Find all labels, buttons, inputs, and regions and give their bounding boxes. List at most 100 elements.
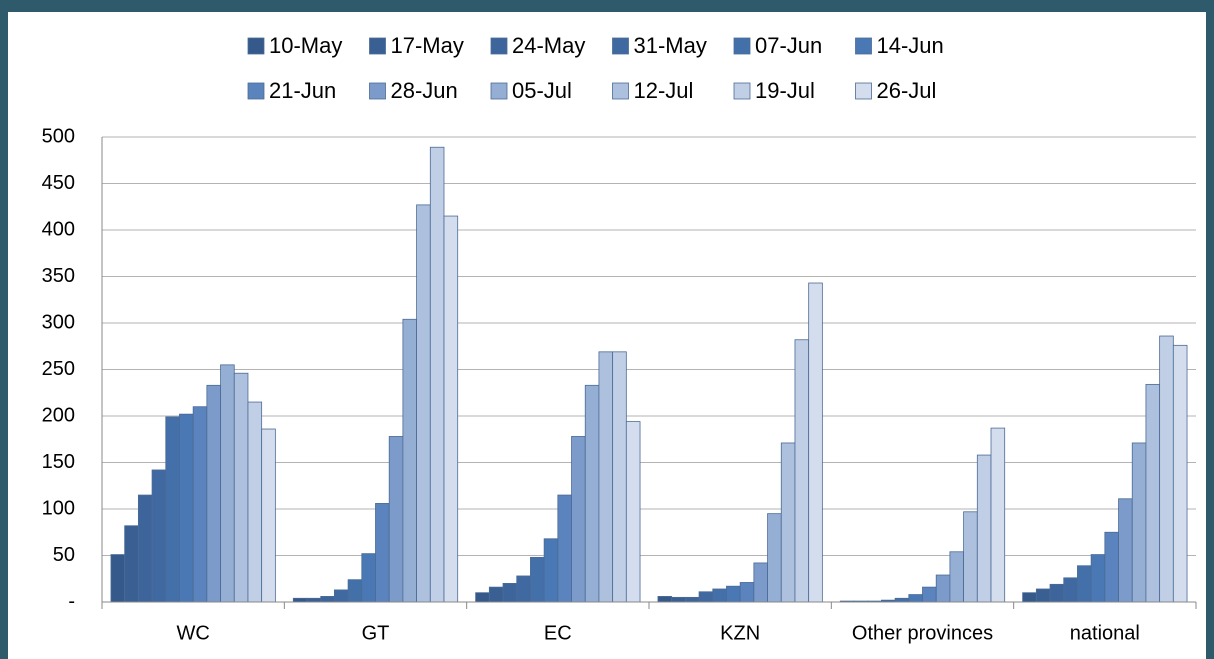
bar bbox=[976, 454, 992, 603]
legend-label: 19-Jul bbox=[755, 78, 815, 103]
bar bbox=[753, 562, 768, 603]
legend-label: 10-May bbox=[269, 33, 342, 58]
x-tick-label: Other provinces bbox=[852, 622, 993, 644]
bar bbox=[247, 401, 263, 603]
bar bbox=[949, 551, 965, 603]
legend-swatch bbox=[733, 37, 751, 55]
bar bbox=[416, 204, 431, 603]
bar bbox=[1104, 531, 1119, 603]
y-tick-label: 300 bbox=[42, 311, 75, 333]
bar bbox=[794, 339, 810, 603]
bar bbox=[684, 596, 700, 603]
legend-swatch bbox=[369, 37, 386, 55]
x-tick-label: EC bbox=[544, 622, 572, 644]
bar bbox=[192, 406, 208, 603]
bar bbox=[124, 525, 139, 603]
bar bbox=[220, 364, 235, 603]
bar bbox=[557, 494, 572, 603]
x-tick-label: KZN bbox=[720, 622, 760, 644]
bar bbox=[488, 586, 504, 603]
legend-label: 12-Jul bbox=[634, 78, 694, 103]
bar bbox=[625, 421, 641, 603]
bar bbox=[261, 428, 276, 603]
legend-label: 07-Jun bbox=[755, 33, 822, 58]
bar bbox=[375, 503, 390, 603]
bar bbox=[739, 582, 755, 603]
bar bbox=[1172, 344, 1188, 603]
x-tick-label: national bbox=[1070, 622, 1140, 644]
bar bbox=[206, 384, 221, 603]
legend-label: 05-Jul bbox=[512, 78, 572, 103]
legend-swatch bbox=[490, 82, 508, 100]
y-tick-label: 450 bbox=[42, 172, 75, 194]
bar bbox=[137, 494, 153, 603]
bar bbox=[767, 513, 782, 603]
bar bbox=[543, 538, 559, 603]
bar bbox=[657, 596, 673, 603]
bar bbox=[530, 556, 545, 603]
bar bbox=[402, 318, 417, 603]
bar bbox=[292, 597, 308, 603]
y-tick-label: 500 bbox=[42, 125, 75, 147]
bar bbox=[571, 436, 586, 603]
bar bbox=[1145, 383, 1161, 603]
y-tick-label: 400 bbox=[42, 218, 75, 240]
legend-swatch bbox=[369, 82, 386, 100]
bar bbox=[333, 589, 349, 603]
bar bbox=[1159, 335, 1174, 603]
legend-swatch bbox=[612, 37, 629, 55]
bar bbox=[935, 574, 951, 603]
bar bbox=[179, 413, 194, 603]
bar bbox=[612, 351, 627, 603]
bar bbox=[233, 372, 249, 603]
bar bbox=[429, 146, 445, 603]
bar bbox=[894, 597, 910, 603]
bar bbox=[1022, 592, 1037, 603]
bar bbox=[151, 469, 167, 603]
legend-swatch bbox=[247, 82, 265, 100]
legend-swatch bbox=[612, 82, 629, 100]
legend-swatch bbox=[490, 37, 508, 55]
bar bbox=[165, 416, 180, 603]
bar bbox=[922, 586, 937, 603]
legend-label: 28-Jun bbox=[391, 78, 458, 103]
bar bbox=[361, 553, 376, 603]
bar bbox=[671, 596, 686, 603]
y-tick-label: 150 bbox=[42, 451, 75, 473]
bar bbox=[1131, 442, 1147, 603]
bar bbox=[443, 215, 459, 603]
bar bbox=[808, 282, 823, 603]
bar bbox=[110, 554, 126, 603]
bar bbox=[963, 511, 978, 603]
bar bbox=[712, 588, 727, 603]
bar bbox=[475, 592, 490, 603]
bar bbox=[726, 585, 741, 603]
y-tick-label: 250 bbox=[42, 358, 75, 380]
legend-swatch bbox=[855, 82, 872, 100]
bar bbox=[990, 427, 1006, 603]
y-tick-label: 350 bbox=[42, 265, 75, 287]
bar bbox=[1118, 498, 1133, 603]
x-tick-label: WC bbox=[177, 622, 210, 644]
legend-swatch bbox=[733, 82, 751, 100]
bar bbox=[347, 579, 363, 603]
bar bbox=[1049, 583, 1065, 603]
legend-label: 26-Jul bbox=[877, 78, 937, 103]
bar bbox=[1090, 554, 1106, 603]
bar bbox=[306, 597, 322, 603]
bar bbox=[1077, 565, 1092, 603]
y-tick-label: 50 bbox=[53, 544, 75, 566]
y-tick-label: 200 bbox=[42, 404, 75, 426]
x-tick-label: GT bbox=[362, 622, 390, 644]
legend-label: 24-May bbox=[512, 33, 585, 58]
bar bbox=[598, 351, 614, 603]
legend-label: 21-Jun bbox=[269, 78, 336, 103]
legend-label: 31-May bbox=[634, 33, 707, 58]
y-tick-label: - bbox=[68, 590, 75, 612]
legend-label: 14-Jun bbox=[877, 33, 944, 58]
bar bbox=[1035, 588, 1051, 603]
legend-swatch bbox=[247, 37, 265, 55]
bar bbox=[502, 583, 518, 603]
legend-label: 17-May bbox=[391, 33, 464, 58]
